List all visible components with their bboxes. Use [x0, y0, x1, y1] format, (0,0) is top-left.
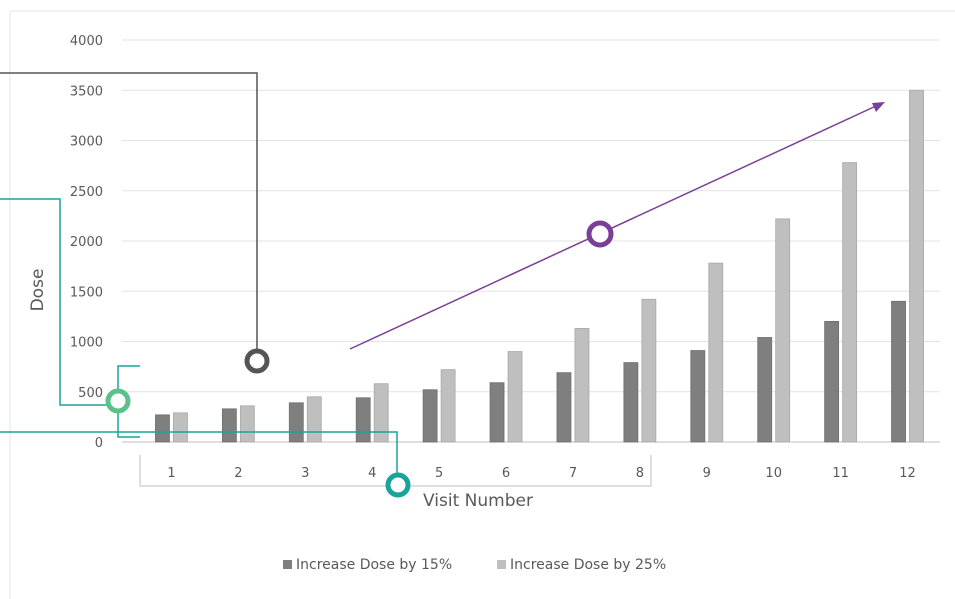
x-tick-label: 8 — [636, 466, 644, 481]
x-tick-label: 9 — [703, 466, 711, 481]
trend-arrowhead — [872, 102, 885, 112]
bar-series-2-visit-1 — [173, 412, 188, 443]
bar-series-1-visit-4 — [355, 397, 371, 443]
bar-series-2-visit-3 — [306, 396, 322, 443]
callout-line-dark — [0, 72, 258, 360]
x-axis-title: Visit Number — [423, 491, 533, 511]
legend-label-25: Increase Dose by 25% — [510, 557, 666, 573]
bar-series-1-visit-6 — [489, 382, 505, 443]
x-tick-label: 11 — [832, 466, 849, 481]
x-tick-label: 7 — [569, 466, 577, 481]
callout-line-teal-lower — [0, 431, 398, 485]
bar-series-2-visit-8 — [641, 298, 657, 443]
x-tick-label: 1 — [167, 466, 175, 481]
callout-marker-teal[interactable] — [385, 472, 411, 498]
x-tick-label: 4 — [368, 466, 376, 481]
x-tick-label: 5 — [435, 466, 443, 481]
y-tick-label: 1000 — [70, 336, 103, 351]
legend: Increase Dose by 15% Increase Dose by 25… — [283, 557, 666, 573]
gridlines — [122, 39, 940, 443]
x-tick-label: 2 — [234, 466, 242, 481]
bar-series-1-visit-11 — [824, 320, 840, 443]
legend-swatch-15 — [283, 560, 292, 569]
callout-marker-dark[interactable] — [244, 348, 270, 374]
legend-swatch-25 — [497, 560, 506, 569]
bar-series-2-visit-10 — [775, 218, 791, 443]
bar-series-2-visit-12 — [909, 89, 924, 443]
y-tick-label: 0 — [95, 436, 103, 451]
bar-series-1-visit-7 — [556, 372, 572, 443]
bar-series-1-visit-10 — [757, 337, 773, 443]
bar-series-1-visit-2 — [221, 408, 237, 443]
bar-series-2-visit-5 — [440, 369, 456, 443]
bar-series-2-visit-7 — [574, 328, 590, 443]
callout-marker-purple[interactable] — [586, 220, 614, 248]
bar-series-1-visit-1 — [155, 414, 170, 443]
y-tick-label: 3000 — [70, 135, 103, 150]
x-tick-labels: 1 2 3 4 5 6 7 8 9 10 11 12 — [167, 466, 915, 481]
bar-series-2-visit-9 — [708, 262, 724, 443]
bar-series-1-visit-9 — [690, 350, 706, 443]
x-tick-label: 3 — [301, 466, 309, 481]
bar-series-2-visit-2 — [239, 405, 255, 443]
bar-series-2-visit-6 — [507, 351, 523, 443]
y-tick-label: 2500 — [70, 185, 103, 200]
bar-series-2-visit-11 — [842, 162, 858, 443]
bar-series-1-visit-12 — [891, 300, 906, 443]
callout-marker-light-teal[interactable] — [105, 388, 131, 414]
bar-series-1-visit-5 — [422, 389, 438, 443]
x-tick-label: 12 — [899, 466, 916, 481]
legend-label-15: Increase Dose by 15% — [296, 557, 452, 573]
trend-arrow — [349, 105, 877, 350]
y-tick-label: 2000 — [70, 235, 103, 250]
bars — [155, 89, 924, 443]
bar-series-2-visit-4 — [373, 383, 389, 443]
bar-series-1-visit-3 — [288, 402, 304, 443]
y-tick-label: 3500 — [70, 84, 103, 99]
y-axis-title: Dose — [28, 269, 48, 312]
y-tick-labels: 0 500 1000 1500 2000 2500 3000 3500 4000 — [70, 34, 103, 451]
y-tick-label: 500 — [78, 386, 103, 401]
x-tick-label: 6 — [502, 466, 510, 481]
y-tick-label: 4000 — [70, 34, 103, 49]
y-tick-label: 1500 — [70, 285, 103, 300]
bar-series-1-visit-8 — [623, 362, 639, 443]
x-tick-label: 10 — [765, 466, 782, 481]
callout-line-teal-upper — [0, 198, 118, 406]
